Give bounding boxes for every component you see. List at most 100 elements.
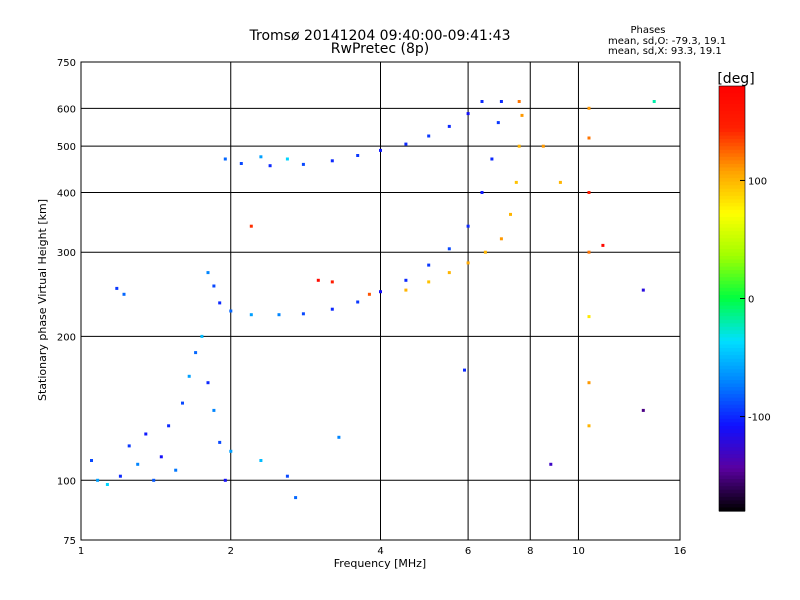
- colorbar-segment: [719, 287, 745, 293]
- data-point: [330, 280, 334, 284]
- colorbar-segment: [719, 128, 745, 133]
- data-point: [259, 459, 263, 462]
- colorbar-segment: [719, 468, 745, 473]
- x-tick-label: 16: [674, 546, 687, 557]
- data-point: [223, 157, 227, 161]
- data-point: [587, 381, 591, 385]
- colorbar-segment: [719, 443, 745, 448]
- colorbar-segment: [719, 270, 745, 275]
- data-point: [249, 313, 253, 317]
- colorbar-segment: [719, 333, 745, 339]
- data-point: [404, 142, 408, 146]
- colorbar-segment: [719, 132, 745, 137]
- data-point: [206, 271, 210, 275]
- data-point: [356, 154, 360, 157]
- colorbar-segment: [719, 156, 745, 161]
- data-point: [587, 106, 591, 110]
- data-point: [480, 100, 484, 103]
- colorbar-segment: [719, 231, 745, 236]
- y-tick-label: 400: [57, 188, 76, 199]
- data-point: [379, 290, 382, 294]
- x-tick-label: 10: [572, 546, 585, 557]
- data-point: [466, 261, 470, 265]
- colorbar-segment: [719, 291, 745, 296]
- colorbar-segment: [719, 390, 745, 395]
- colorbar-segment: [719, 376, 745, 381]
- colorbar-segment: [719, 294, 745, 300]
- colorbar-segment: [719, 195, 745, 200]
- colorbar-segment: [719, 238, 745, 243]
- data-point: [641, 408, 645, 412]
- colorbar-segment: [719, 213, 745, 218]
- plot-frame: [80, 61, 681, 541]
- colorbar-segment: [719, 337, 745, 342]
- colorbar-segment: [719, 114, 745, 119]
- colorbar-segment: [719, 171, 745, 176]
- colorbar-segment: [719, 163, 745, 169]
- colorbar-segment: [719, 217, 745, 222]
- colorbar-segment: [719, 298, 745, 303]
- data-point: [200, 334, 204, 338]
- data-point: [277, 313, 281, 317]
- colorbar-segment: [719, 447, 745, 452]
- y-tick-label: 750: [57, 58, 76, 69]
- data-point: [404, 278, 408, 282]
- colorbar-segment: [719, 429, 745, 434]
- colorbar-tick-label: 0: [748, 295, 754, 306]
- data-point: [212, 408, 216, 412]
- colorbar-segment: [719, 369, 745, 374]
- data-point: [427, 263, 431, 267]
- data-point: [294, 496, 298, 500]
- chart-subtitle: RwPretec (8p): [331, 41, 429, 57]
- x-tick-label: 1: [78, 546, 84, 557]
- colorbar-segment: [719, 454, 745, 459]
- data-point: [181, 401, 184, 405]
- colorbar-segment: [719, 167, 745, 172]
- data-point: [427, 280, 431, 284]
- colorbar-segment: [719, 206, 745, 211]
- data-point: [509, 212, 512, 216]
- colorbar-segment: [719, 259, 745, 264]
- colorbar-segment: [719, 348, 745, 353]
- colorbar-segment: [719, 178, 745, 183]
- data-point: [447, 247, 451, 251]
- colorbar-segment: [719, 202, 745, 208]
- data-points: [90, 100, 656, 500]
- colorbar-segment: [719, 185, 745, 190]
- colorbar-segment: [719, 408, 745, 413]
- colorbar-segment: [719, 461, 745, 466]
- data-point: [218, 301, 222, 305]
- colorbar-segment: [719, 305, 745, 310]
- data-point: [541, 144, 545, 148]
- colorbar-segment: [719, 411, 745, 416]
- y-tick-label: 200: [57, 332, 76, 343]
- data-point: [447, 124, 451, 128]
- colorbar-segment: [719, 383, 745, 388]
- data-point: [587, 424, 591, 428]
- data-point: [187, 374, 191, 378]
- data-point: [118, 474, 122, 478]
- colorbar-segment: [719, 248, 745, 254]
- colorbar-segment: [719, 309, 745, 314]
- colorbar-segment: [719, 436, 745, 441]
- colorbar-segment: [719, 418, 745, 424]
- x-axis-label: Frequency [MHz]: [334, 557, 426, 570]
- colorbar-segment: [719, 266, 745, 271]
- colorbar-segment: [719, 302, 745, 307]
- colorbar-segment: [719, 457, 745, 463]
- data-point: [337, 435, 341, 439]
- data-point: [466, 112, 470, 116]
- y-axis-ticks: 75 100 200 300 400 500 600 750: [57, 58, 76, 547]
- data-point: [285, 474, 289, 478]
- annotation-line-o: mean, sd,O: -79.3, 19.1: [608, 36, 726, 47]
- data-point: [136, 462, 140, 466]
- data-point: [330, 307, 334, 311]
- colorbar-segment: [719, 372, 745, 378]
- colorbar-segment: [719, 245, 745, 250]
- data-point: [167, 424, 171, 428]
- colorbar-segment: [719, 146, 745, 151]
- colorbar-segment: [719, 500, 745, 505]
- data-point: [96, 478, 100, 482]
- colorbar-segment: [719, 397, 745, 402]
- colorbar-segment: [719, 415, 745, 420]
